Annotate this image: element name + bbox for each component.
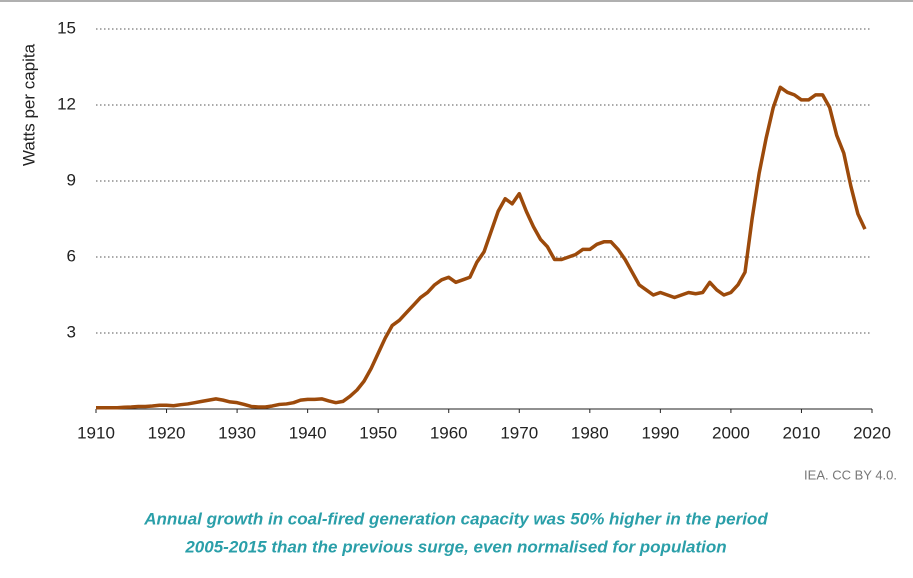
top-border xyxy=(0,0,913,2)
caption-line: 2005-2015 than the previous surge, even … xyxy=(184,537,726,556)
x-tick-label: 1940 xyxy=(289,423,327,442)
x-tick-label: 1970 xyxy=(500,423,538,442)
x-tick-label: 1980 xyxy=(571,423,609,442)
y-tick-label: 12 xyxy=(57,94,76,113)
y-axis-label: Watts per capita xyxy=(19,43,38,166)
x-tick-label: 2010 xyxy=(783,423,821,442)
x-tick-label: 1920 xyxy=(148,423,186,442)
x-tick-label: 2000 xyxy=(712,423,750,442)
x-tick-label: 1910 xyxy=(77,423,115,442)
data-line xyxy=(96,85,867,410)
x-tick-label: 1930 xyxy=(218,423,256,442)
y-tick-label: 15 xyxy=(57,18,76,37)
x-tick-label: 1960 xyxy=(430,423,468,442)
source: IEA. CC BY 4.0. xyxy=(804,467,897,482)
y-tick-label: 9 xyxy=(67,170,76,189)
x-tick-label: 1950 xyxy=(359,423,397,442)
y-tick-label: 3 xyxy=(67,322,76,341)
y-tick-label: 6 xyxy=(67,246,76,265)
x-tick-label: 1990 xyxy=(641,423,679,442)
caption-line: Annual growth in coal-fired generation c… xyxy=(143,509,768,528)
x-tick-label: 2020 xyxy=(853,423,891,442)
